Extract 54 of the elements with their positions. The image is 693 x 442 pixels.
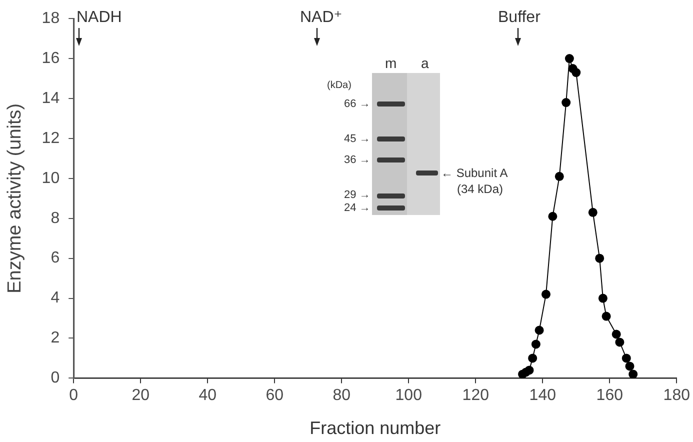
y-tick-label: 6 bbox=[50, 250, 60, 267]
x-tick-label: 80 bbox=[332, 387, 351, 404]
point bbox=[528, 354, 538, 363]
point bbox=[564, 54, 574, 64]
annotation: 36 → bbox=[344, 154, 370, 166]
point bbox=[612, 330, 621, 339]
point bbox=[615, 338, 624, 347]
point bbox=[531, 340, 540, 349]
annotation: Buffer bbox=[498, 9, 540, 26]
x-tick-label: 20 bbox=[132, 387, 150, 404]
point bbox=[588, 208, 598, 217]
point bbox=[554, 172, 564, 181]
y-tick-label: 8 bbox=[50, 210, 60, 227]
x-axis-title: Fraction number bbox=[310, 418, 441, 438]
annotation: NADH bbox=[76, 9, 122, 26]
point bbox=[562, 98, 571, 108]
annotation: 66 → bbox=[344, 98, 370, 110]
x-tick-label: 140 bbox=[529, 387, 556, 404]
point bbox=[622, 354, 631, 363]
annotation: 29 → bbox=[344, 188, 370, 200]
point bbox=[598, 294, 608, 303]
annotation: 45 → bbox=[344, 132, 370, 144]
y-tick-label: 4 bbox=[50, 290, 60, 307]
x-tick-label: 40 bbox=[198, 387, 217, 404]
point bbox=[628, 370, 638, 378]
annotation: (34 kDa) bbox=[457, 182, 504, 196]
point bbox=[595, 254, 604, 263]
y-tick-label: 12 bbox=[42, 130, 60, 147]
x-tick-label: 180 bbox=[663, 387, 690, 404]
point bbox=[534, 326, 544, 335]
y-tick-label: 0 bbox=[50, 370, 60, 387]
y-tick-label: 2 bbox=[50, 330, 60, 347]
x-tick-label: 0 bbox=[69, 387, 78, 404]
point bbox=[602, 312, 611, 321]
y-axis-title: Enzyme activity (units) bbox=[4, 103, 26, 294]
y-tick-label: 16 bbox=[42, 50, 60, 67]
annotation: NAD⁺ bbox=[300, 9, 342, 26]
x-tick-label: 120 bbox=[462, 387, 490, 404]
annotation: ← Subunit A bbox=[441, 166, 508, 180]
point bbox=[548, 212, 558, 221]
y-tick-label: 14 bbox=[42, 90, 60, 107]
annotation: m bbox=[385, 55, 397, 71]
y-tick-label: 10 bbox=[42, 170, 60, 187]
point bbox=[572, 68, 581, 78]
annotation: (kDa) bbox=[327, 80, 352, 91]
point bbox=[541, 290, 550, 299]
x-tick-label: 60 bbox=[266, 387, 284, 404]
y-tick-label: 18 bbox=[42, 10, 60, 28]
x-tick-label: 100 bbox=[395, 387, 422, 404]
point bbox=[524, 366, 534, 375]
annotation: a bbox=[421, 55, 429, 71]
x-tick-label: 160 bbox=[596, 387, 624, 404]
point bbox=[625, 362, 634, 371]
annotation: 24 → bbox=[344, 202, 370, 214]
